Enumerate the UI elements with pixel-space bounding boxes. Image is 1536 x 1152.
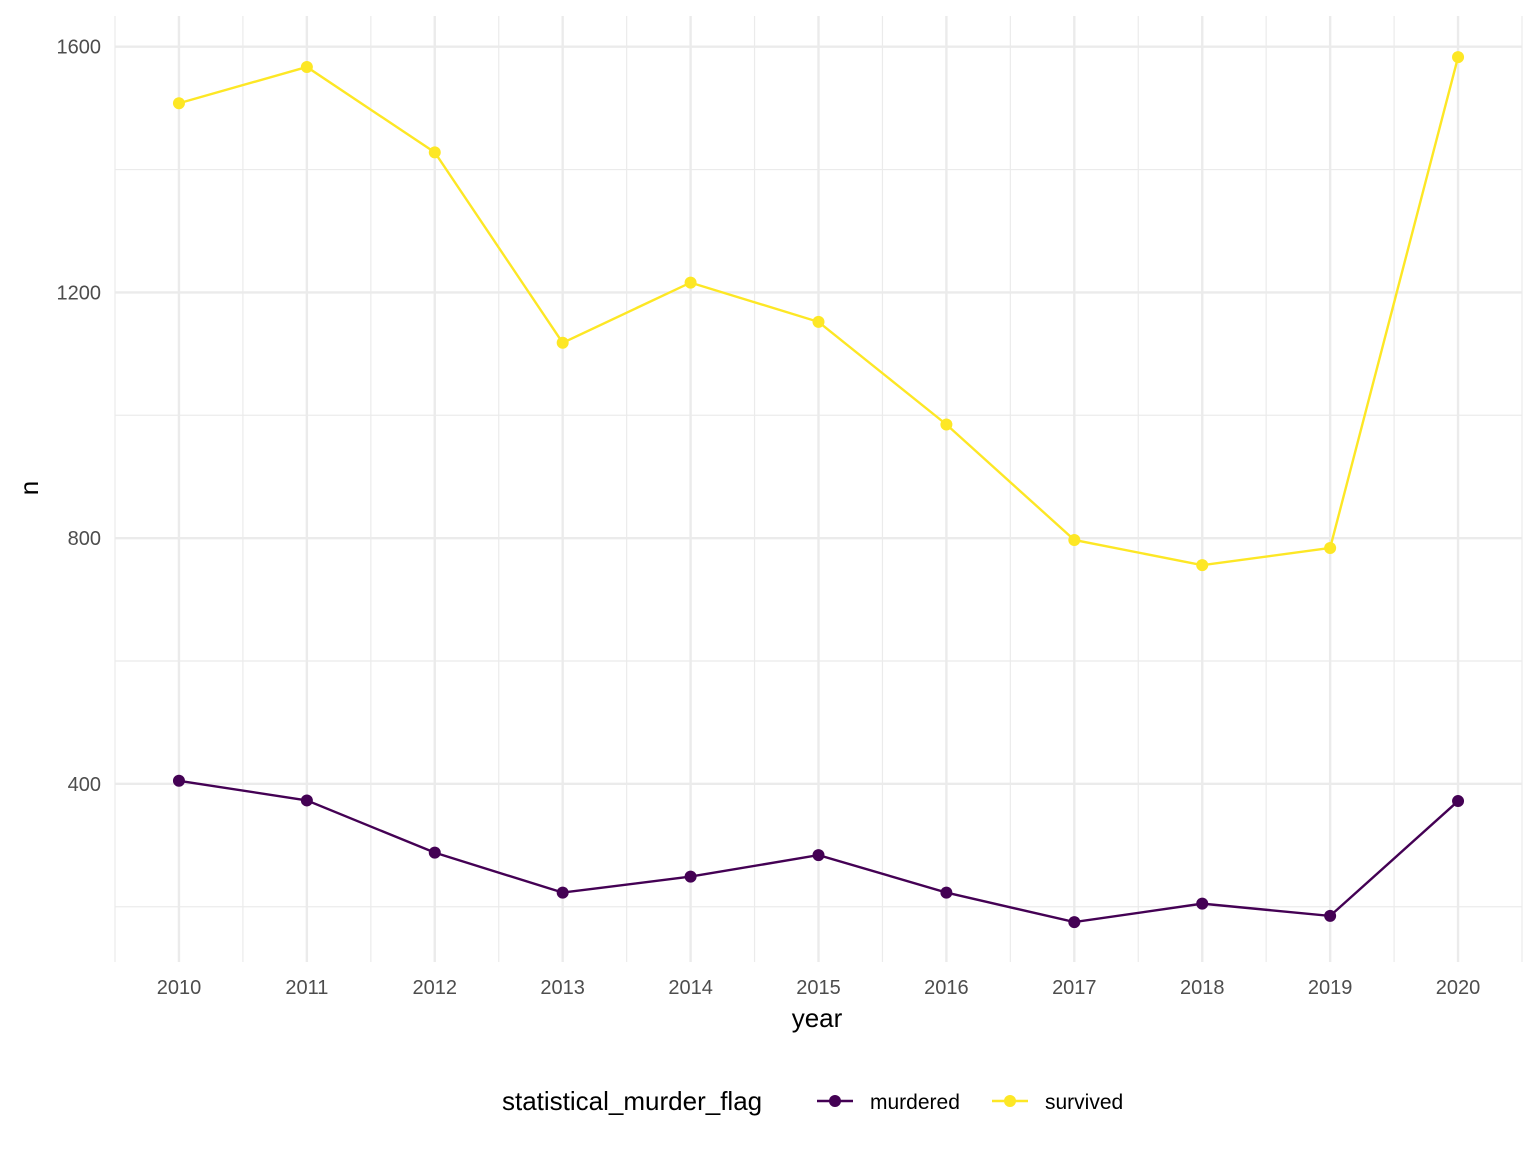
legend-label: murdered [870,1091,960,1114]
y-tick-label: 1200 [57,282,102,304]
data-point-murdered [172,774,185,787]
legend-key-point [1004,1095,1016,1107]
x-tick-label: 2016 [924,977,969,999]
data-point-murdered [300,794,313,807]
data-point-murdered [684,870,697,883]
x-tick-label: 2012 [413,977,458,999]
data-point-murdered [812,849,825,862]
data-point-survived [172,97,185,110]
x-tick-label: 2017 [1052,977,1097,999]
major-gridlines [115,16,1522,962]
legend-title: statistical_murder_flag [502,1086,762,1116]
legend-items: murdered survived [817,1091,1123,1114]
data-point-murdered [1196,897,1209,910]
legend-label: survived [1045,1091,1123,1114]
data-point-survived [428,146,441,159]
x-tick-label: 2020 [1436,977,1481,999]
series-layer [172,51,1465,929]
x-axis-title: year [792,1003,843,1033]
y-tick-label: 800 [68,528,101,550]
data-point-murdered [556,886,569,899]
data-point-survived [1324,541,1337,554]
x-tick-label: 2015 [796,977,841,999]
x-tick-label: 2010 [157,977,202,999]
y-tick-label: 1600 [57,37,102,59]
series-murdered [172,774,1465,929]
data-point-survived [1068,533,1081,546]
x-tick-label: 2014 [668,977,713,999]
series-survived [172,51,1465,572]
legend-key-point [829,1095,841,1107]
x-axis-tick-labels: 2010 2011 2012 2013 2014 2015 2016 2017 2018 2019… [157,977,1481,999]
data-point-survived [812,315,825,328]
y-tick-label: 400 [68,774,101,796]
data-point-survived [300,60,313,73]
x-tick-label: 2019 [1308,977,1353,999]
data-point-survived [1196,559,1209,572]
x-tick-label: 2018 [1180,977,1225,999]
data-point-survived [684,276,697,289]
data-point-survived [940,418,953,431]
data-point-survived [1452,51,1465,64]
data-point-murdered [1324,909,1337,922]
y-axis-tick-labels: 400 800 1200 1600 [57,37,102,796]
data-point-survived [556,336,569,349]
legend-item-survived: survived [992,1091,1123,1114]
y-axis-title: n [14,481,44,495]
data-point-murdered [1068,916,1081,929]
x-tick-label: 2011 [285,977,328,999]
legend: statistical_murder_flag murdered survived [502,1086,1123,1116]
legend-item-murdered: murdered [817,1091,960,1114]
data-point-murdered [1452,795,1465,808]
x-tick-label: 2013 [540,977,585,999]
data-point-murdered [428,846,441,859]
data-point-murdered [940,886,953,899]
